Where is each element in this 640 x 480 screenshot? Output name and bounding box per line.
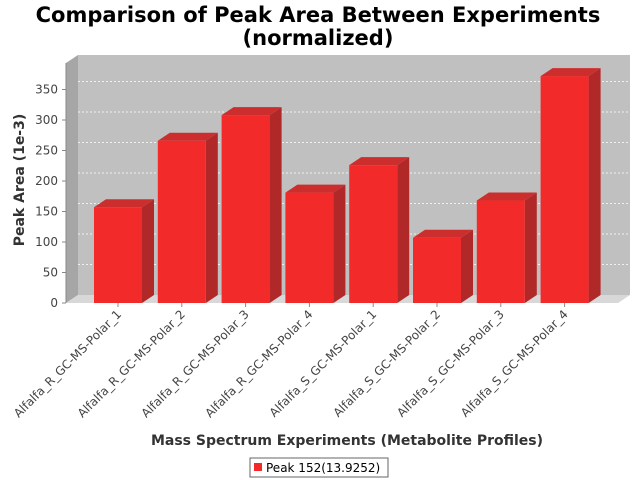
- bar-side: [588, 68, 601, 303]
- bar-front: [157, 140, 206, 303]
- x-tick-label: Alfalfa_S_GC-MS-Polar_1: [267, 307, 380, 420]
- x-tick-label: Alfalfa_S_GC-MS-Polar_3: [394, 307, 507, 420]
- bar-side: [142, 199, 154, 303]
- y-tick-label: 350: [35, 83, 58, 97]
- x-tick-label: Alfalfa_R_GC-MS-Polar_1: [11, 307, 124, 420]
- y-tick-label: 300: [35, 113, 58, 127]
- bar: [540, 68, 601, 303]
- legend-box: [249, 457, 389, 478]
- y-ticks: 0 50 100 150 200 250 300 350: [35, 83, 66, 310]
- bar-top: [413, 229, 473, 238]
- bar-side: [524, 192, 537, 303]
- x-tick-label: Alfalfa_R_GC-MS-Polar_4: [202, 307, 315, 420]
- bar-top: [476, 192, 537, 201]
- bar-front: [540, 76, 589, 303]
- bar: [413, 229, 473, 303]
- chart-subtitle: (normalized): [243, 26, 394, 50]
- bar-top: [540, 68, 601, 77]
- bars: [94, 68, 601, 304]
- x-tick-label: Alfalfa_S_GC-MS-Polar_2: [330, 307, 443, 420]
- bar-front: [285, 192, 334, 303]
- y-tick-label: 200: [35, 174, 58, 188]
- bar-front: [413, 237, 461, 303]
- y-tick-label: 100: [35, 235, 58, 249]
- bar-side: [205, 132, 218, 303]
- legend-label: Peak 152(13.9252): [266, 461, 380, 475]
- x-ticks: Alfalfa_R_GC-MS-Polar_1Alfalfa_R_GC-MS-P…: [11, 303, 571, 420]
- bar: [157, 132, 218, 303]
- y-tick-label: 150: [35, 205, 58, 219]
- bar-front: [94, 207, 142, 303]
- bar-side: [397, 157, 410, 303]
- x-tick-label: Alfalfa_S_GC-MS-Polar_4: [458, 307, 571, 420]
- x-tick-label: Alfalfa_R_GC-MS-Polar_3: [139, 307, 252, 420]
- bar: [476, 192, 537, 303]
- y-tick-label: 0: [50, 296, 58, 310]
- y-axis-label: Peak Area (1e-3): [12, 114, 28, 247]
- bar-side: [333, 184, 346, 303]
- bar-front: [476, 200, 525, 303]
- bar-front: [349, 165, 398, 303]
- y-tick-label: 50: [43, 266, 58, 280]
- bar: [221, 107, 282, 304]
- chart-title: Comparison of Peak Area Between Experime…: [36, 3, 601, 27]
- bar-side: [461, 229, 473, 303]
- bar: [285, 184, 346, 303]
- x-tick-label: Alfalfa_R_GC-MS-Polar_2: [75, 307, 188, 420]
- bar-side: [269, 107, 282, 304]
- bar-top: [349, 157, 410, 166]
- legend-swatch: [254, 463, 262, 471]
- bar-front: [221, 115, 270, 304]
- bar-top: [221, 107, 282, 116]
- x-axis-label: Mass Spectrum Experiments (Metabolite Pr…: [151, 433, 543, 449]
- bar: [349, 157, 410, 303]
- plot-side-wall: [66, 55, 78, 303]
- bar-top: [94, 199, 154, 208]
- legend: Peak 152(13.9252): [249, 457, 389, 478]
- y-tick-label: 250: [35, 144, 58, 158]
- bar-top: [157, 132, 218, 141]
- bar-top: [285, 184, 346, 193]
- bar: [94, 199, 154, 303]
